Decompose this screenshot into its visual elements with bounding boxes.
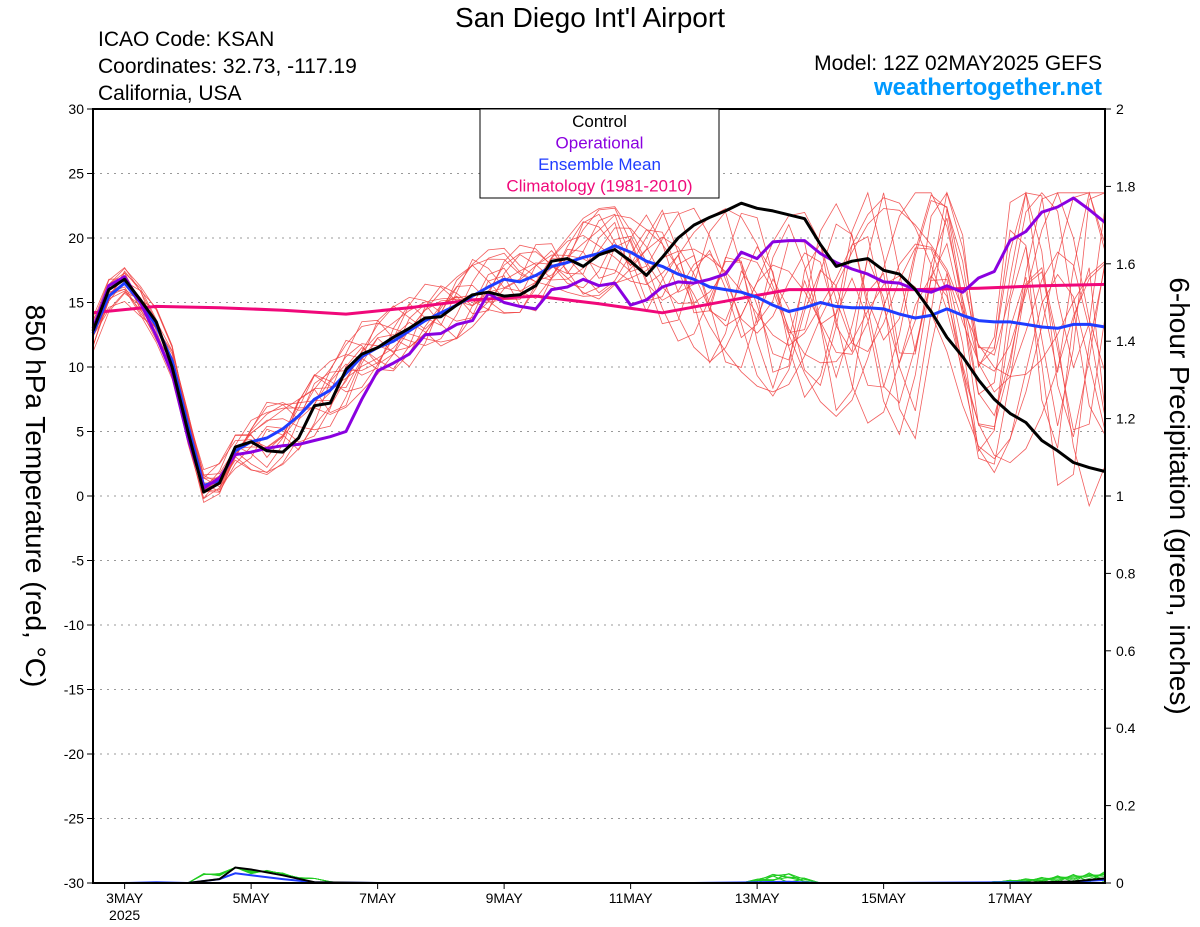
y-axis-title: 850 hPa Temperature (red, °C): [20, 305, 51, 688]
y2-tick-label: 0: [1116, 875, 1124, 891]
y-tick-label: 25: [68, 166, 84, 182]
temperature-series: [91, 196, 1106, 494]
y2-axis-title: 6-hour Precipitation (green, inches): [1164, 277, 1195, 714]
icao-code: ICAO Code: KSAN: [98, 28, 275, 51]
ensemble-member-line: [92, 192, 1106, 479]
ensemble-member-line: [92, 194, 1106, 508]
legend-entry: Climatology (1981-2010): [506, 177, 692, 196]
ensemble-member-line: [92, 192, 1106, 492]
y-tick-label: 30: [68, 101, 84, 117]
y2-tick-label: 1.2: [1116, 411, 1136, 427]
y-tick-label: -25: [64, 811, 84, 827]
precip-mean-line: [93, 872, 1106, 885]
x-tick-label: 3MAY: [106, 890, 144, 906]
coordinates: Coordinates: 32.73, -117.19: [98, 55, 357, 78]
ensemble-mean-line: [91, 244, 1106, 488]
x-tick-label: 17MAY: [988, 890, 1034, 906]
y-tick-label: -15: [64, 682, 84, 698]
year-label: 2025: [109, 907, 140, 923]
y2-tick-label: 0.2: [1116, 798, 1136, 814]
site-link[interactable]: weathertogether.net: [873, 74, 1102, 101]
y2-tick-label: 1: [1116, 488, 1124, 504]
ensemble-members: [92, 191, 1106, 508]
x-tick-label: 15MAY: [861, 890, 907, 906]
legend-box: [479, 108, 720, 199]
axes: 302520151050-5-10-15-20-25-3021.81.61.41…: [20, 101, 1195, 923]
y-tick-label: 10: [68, 359, 84, 375]
y2-tick-label: 1.4: [1116, 333, 1136, 349]
y-tick-label: -5: [72, 553, 85, 569]
y-tick-label: 0: [76, 488, 84, 504]
x-tick-label: 7MAY: [359, 890, 397, 906]
x-tick-label: 9MAY: [486, 890, 524, 906]
x-tick-label: 5MAY: [233, 890, 271, 906]
y-tick-label: 5: [76, 424, 84, 440]
region: California, USA: [98, 82, 242, 105]
ensemble-member-line: [92, 192, 1106, 479]
y-tick-label: -10: [64, 617, 84, 633]
ensemble-member-line: [92, 192, 1106, 471]
legend-entry: Operational: [556, 134, 644, 153]
y2-tick-label: 1.8: [1116, 178, 1136, 194]
y-tick-label: 20: [68, 230, 84, 246]
y2-tick-label: 0.8: [1116, 565, 1136, 581]
precip-series: [93, 866, 1106, 885]
legend-entry: Ensemble Mean: [538, 155, 661, 174]
y2-tick-label: 2: [1116, 101, 1124, 117]
y2-tick-label: 0.4: [1116, 720, 1136, 736]
x-tick-label: 11MAY: [609, 890, 653, 906]
legend: Control Operational Ensemble Mean Climatolo…: [479, 108, 720, 199]
ensemble-member-line: [92, 191, 1106, 493]
y-tick-label: -30: [64, 875, 84, 891]
operational-line: [91, 196, 1106, 490]
y2-tick-label: 1.6: [1116, 256, 1136, 272]
legend-entry: Control: [572, 112, 627, 131]
y-tick-label: -20: [64, 746, 84, 762]
ensemble-member-line: [92, 208, 1106, 485]
ensemble-member-line: [92, 212, 1106, 504]
x-tick-label: 13MAY: [735, 890, 781, 906]
chart-title: San Diego Int'l Airport: [455, 2, 725, 33]
control-line: [91, 201, 1106, 494]
y2-tick-label: 0.6: [1116, 643, 1136, 659]
model-run: Model: 12Z 02MAY2025 GEFS: [814, 52, 1102, 75]
ensemble-member-line: [92, 192, 1106, 491]
y-tick-label: 15: [68, 295, 84, 311]
